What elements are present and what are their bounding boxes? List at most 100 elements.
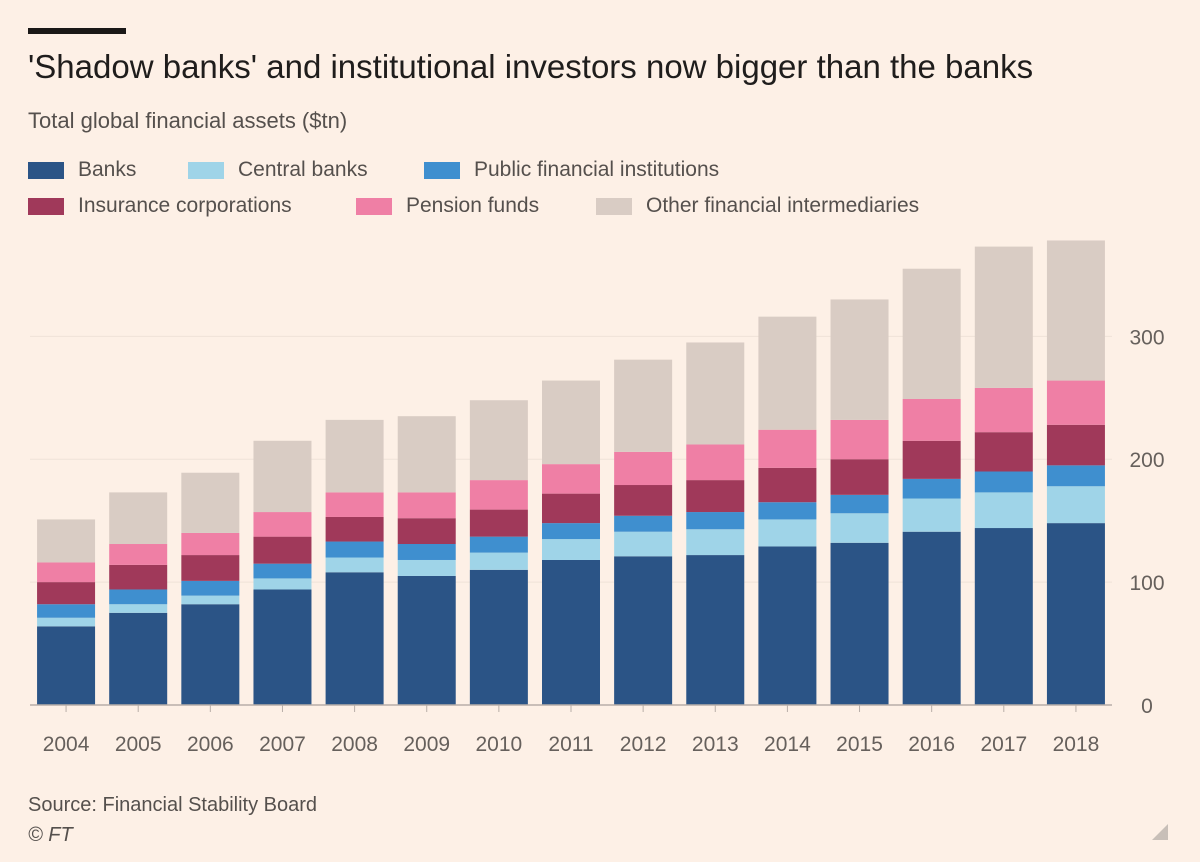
bar-2014-banks bbox=[758, 546, 817, 705]
bar-2005-banks bbox=[109, 612, 168, 705]
bar-2014-public-financial-institutions bbox=[758, 502, 817, 520]
resize-corner-icon[interactable] bbox=[1152, 824, 1168, 840]
bar-2017-banks bbox=[974, 528, 1033, 705]
bar-2007-banks bbox=[253, 589, 312, 705]
bar-2008-central-banks bbox=[325, 557, 384, 573]
bar-2010-other-financial-intermediaries bbox=[469, 400, 528, 481]
bar-2009-public-financial-institutions bbox=[397, 544, 456, 560]
bar-2010-banks bbox=[469, 569, 528, 705]
bar-2015-central-banks bbox=[830, 513, 889, 543]
bar-2017-other-financial-intermediaries bbox=[974, 246, 1033, 388]
y-tick-label-200: 200 bbox=[1129, 449, 1164, 472]
bar-2009-central-banks bbox=[397, 559, 456, 576]
bar-2011-banks bbox=[542, 559, 600, 705]
bar-2018-public-financial-institutions bbox=[1046, 465, 1105, 487]
bar-2013-other-financial-intermediaries bbox=[686, 342, 745, 445]
source-note: Source: Financial Stability Board bbox=[28, 794, 318, 816]
bar-2004-central-banks bbox=[37, 617, 96, 627]
x-tick-label-2012: 2012 bbox=[620, 733, 667, 756]
copyright-note: © FT bbox=[28, 824, 73, 846]
bar-2018-pension-funds bbox=[1046, 380, 1105, 425]
x-tick-label-2016: 2016 bbox=[908, 733, 955, 756]
bar-2018-banks bbox=[1046, 523, 1105, 705]
bar-2013-insurance-corporations bbox=[686, 480, 745, 513]
x-tick-label-2013: 2013 bbox=[692, 733, 739, 756]
bar-2016-pension-funds bbox=[902, 398, 961, 441]
bar-2009-banks bbox=[397, 575, 456, 705]
bar-2015-public-financial-institutions bbox=[830, 494, 889, 514]
bar-2015-other-financial-intermediaries bbox=[830, 299, 889, 420]
legend-label-insurance-corporations: Insurance corporations bbox=[78, 194, 292, 217]
bar-2006-pension-funds bbox=[181, 532, 240, 556]
bar-2010-public-financial-institutions bbox=[469, 536, 528, 553]
bar-2006-banks bbox=[181, 604, 240, 705]
bar-2005-central-banks bbox=[109, 604, 168, 613]
bar-2012-central-banks bbox=[614, 531, 673, 557]
bar-2018-other-financial-intermediaries bbox=[1046, 240, 1105, 381]
bar-2004-other-financial-intermediaries bbox=[37, 519, 96, 563]
bar-2014-pension-funds bbox=[758, 429, 817, 468]
bar-2016-central-banks bbox=[902, 498, 961, 532]
bar-2017-insurance-corporations bbox=[974, 432, 1033, 472]
legend-label-other-financial-intermediaries: Other financial intermediaries bbox=[646, 194, 920, 217]
legend-label-central-banks: Central banks bbox=[238, 158, 368, 181]
bar-2017-central-banks bbox=[974, 492, 1033, 529]
bar-2006-central-banks bbox=[181, 595, 240, 605]
legend-swatch-pension-funds bbox=[356, 197, 392, 215]
x-tick-label-2006: 2006 bbox=[187, 733, 234, 756]
legend-item-insurance-corporations: Insurance corporations bbox=[28, 194, 292, 218]
bar-2014-central-banks bbox=[758, 519, 817, 547]
bar-2016-insurance-corporations bbox=[902, 440, 961, 479]
x-tick-label-2008: 2008 bbox=[331, 733, 378, 756]
legend-swatch-central-banks bbox=[188, 161, 224, 179]
bar-2013-pension-funds bbox=[686, 444, 745, 481]
bar-2008-banks bbox=[325, 572, 384, 705]
legend-item-pension-funds: Pension funds bbox=[356, 194, 539, 218]
legend-label-pension-funds: Pension funds bbox=[406, 194, 540, 217]
bar-2014-insurance-corporations bbox=[758, 467, 817, 503]
x-tick-label-2007: 2007 bbox=[259, 733, 306, 756]
bar-2016-other-financial-intermediaries bbox=[902, 268, 961, 399]
y-tick-label-0: 0 bbox=[1141, 695, 1153, 718]
bar-2010-insurance-corporations bbox=[469, 509, 528, 537]
legend-item-other-financial-intermediaries: Other financial intermediaries bbox=[596, 194, 919, 218]
y-tick-label-300: 300 bbox=[1129, 326, 1164, 349]
bar-2009-insurance-corporations bbox=[397, 518, 456, 545]
bar-2010-pension-funds bbox=[469, 480, 528, 510]
bar-2006-insurance-corporations bbox=[181, 555, 240, 581]
legend: Banks Central banks Public financial ins… bbox=[28, 158, 1128, 230]
legend-item-central-banks: Central banks bbox=[188, 158, 368, 182]
bar-2004-public-financial-institutions bbox=[37, 604, 96, 618]
y-tick-label-100: 100 bbox=[1129, 572, 1164, 595]
bar-2011-central-banks bbox=[542, 539, 600, 560]
x-tick-label-2009: 2009 bbox=[403, 733, 450, 756]
bar-2007-other-financial-intermediaries bbox=[253, 440, 312, 513]
bar-2007-insurance-corporations bbox=[253, 536, 312, 564]
bar-2007-public-financial-institutions bbox=[253, 563, 312, 579]
bar-2017-pension-funds bbox=[974, 387, 1033, 433]
bar-2006-other-financial-intermediaries bbox=[181, 472, 240, 533]
bar-2017-public-financial-institutions bbox=[974, 471, 1033, 493]
chart-title: 'Shadow banks' and institutional investo… bbox=[28, 48, 1034, 85]
legend-swatch-banks bbox=[28, 161, 64, 179]
legend-label-public-financial-institutions: Public financial institutions bbox=[474, 158, 720, 181]
bar-2010-central-banks bbox=[469, 552, 528, 570]
bar-2005-insurance-corporations bbox=[109, 564, 168, 590]
chart-subtitle: Total global financial assets ($tn) bbox=[28, 108, 348, 133]
x-tick-label-2011: 2011 bbox=[548, 733, 593, 756]
bar-2006-public-financial-institutions bbox=[181, 580, 240, 596]
bar-2005-public-financial-institutions bbox=[109, 589, 168, 605]
bar-2012-banks bbox=[614, 556, 673, 705]
bar-2015-pension-funds bbox=[830, 419, 889, 460]
x-tick-label-2015: 2015 bbox=[836, 733, 883, 756]
bar-2008-public-financial-institutions bbox=[325, 541, 384, 558]
x-tick-label-2010: 2010 bbox=[476, 733, 523, 756]
bar-2016-banks bbox=[902, 531, 961, 705]
x-tick-label-2005: 2005 bbox=[115, 733, 162, 756]
bar-2013-banks bbox=[686, 555, 745, 705]
bar-2013-public-financial-institutions bbox=[686, 512, 745, 530]
legend-item-banks: Banks bbox=[28, 158, 136, 182]
bar-2011-other-financial-intermediaries bbox=[542, 380, 600, 465]
bar-2014-other-financial-intermediaries bbox=[758, 316, 817, 430]
